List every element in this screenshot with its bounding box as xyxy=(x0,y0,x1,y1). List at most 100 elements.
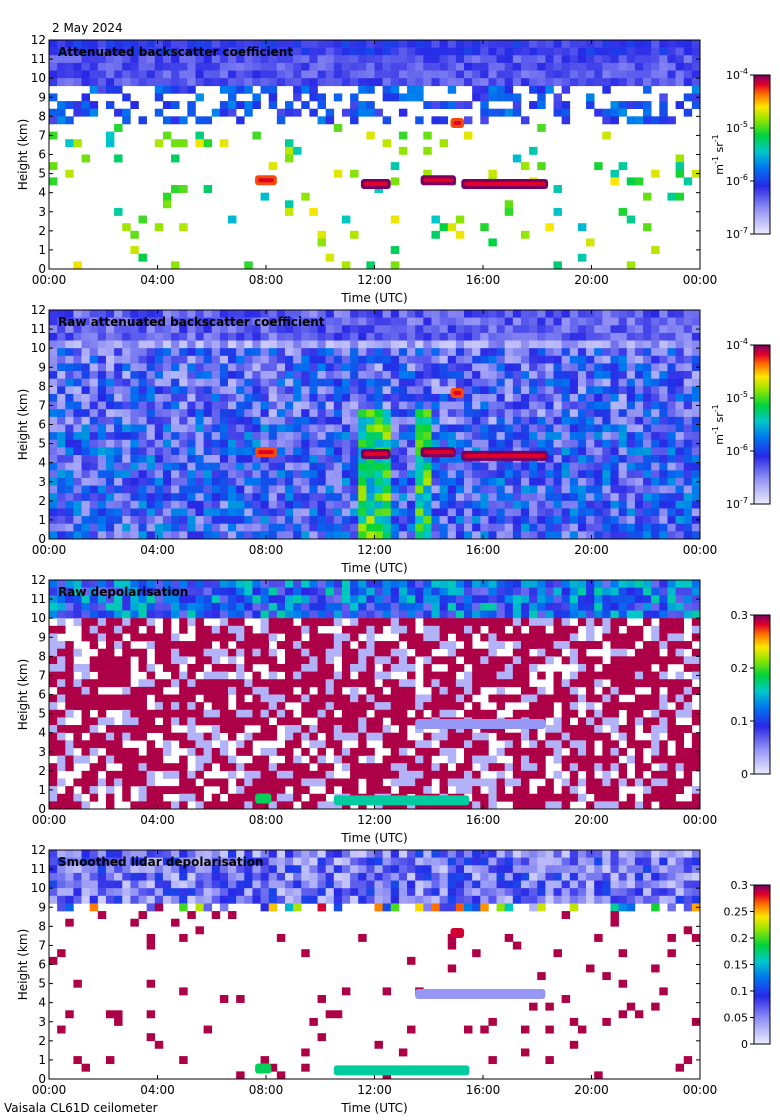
plot-date: 2 May 2024 xyxy=(52,21,123,35)
x-tick-label: 16:00 xyxy=(466,543,501,557)
y-tick-label: 0 xyxy=(38,532,46,546)
y-tick-label: 0 xyxy=(38,802,46,816)
y-tick-label: 6 xyxy=(38,688,46,702)
feature-depol-2 xyxy=(333,795,470,806)
y-tick-label: 10 xyxy=(31,611,46,625)
colorbar-tick-label: 10-7 xyxy=(726,226,748,241)
feature-core-2 xyxy=(363,452,388,456)
colorbar xyxy=(753,74,771,235)
y-tick-label: 4 xyxy=(38,996,46,1010)
x-tick-label: 20:00 xyxy=(574,543,609,557)
panel-2: Raw attenuated backscatter coefficient 0 1… xyxy=(16,303,771,575)
y-tick-label: 12 xyxy=(31,33,46,47)
x-tick-label: 08:00 xyxy=(249,1083,284,1097)
colorbar-tick-label: 0.2 xyxy=(731,662,749,675)
colorbar-tick-label: 0.3 xyxy=(731,609,749,622)
x-tick-label: 16:00 xyxy=(466,813,501,827)
y-tick-label: 11 xyxy=(31,592,46,606)
y-tick-label: 3 xyxy=(38,205,46,219)
feature-core-5 xyxy=(453,121,462,125)
x-tick-label: 00:00 xyxy=(683,813,718,827)
y-tick-label: 2 xyxy=(38,1034,46,1048)
feature-core-3 xyxy=(423,450,453,455)
x-tick-label: 20:00 xyxy=(574,1083,609,1097)
y-tick-label: 8 xyxy=(38,649,46,663)
x-tick-label: 16:00 xyxy=(466,1083,501,1097)
x-tick-label: 00:00 xyxy=(32,1083,67,1097)
colorbar xyxy=(753,884,771,1045)
feature-depol-2 xyxy=(333,1065,470,1076)
y-tick-label: 12 xyxy=(31,303,46,317)
x-tick-label: 00:00 xyxy=(683,1083,718,1097)
y-tick-label: 7 xyxy=(38,128,46,142)
x-tick-label: 08:00 xyxy=(249,543,284,557)
x-axis-label: Time (UTC) xyxy=(340,831,407,845)
y-tick-label: 7 xyxy=(38,668,46,682)
colorbar-tick-label: 10-5 xyxy=(726,120,748,135)
x-tick-label: 00:00 xyxy=(32,813,67,827)
colorbar-tick-label: 0.15 xyxy=(724,959,749,972)
colorbar-tick-label: 10-4 xyxy=(726,67,748,82)
x-tick-label: 12:00 xyxy=(357,273,392,287)
feature-core-4 xyxy=(464,182,546,186)
feature-core-5 xyxy=(453,391,462,395)
y-tick-label: 1 xyxy=(38,513,46,527)
y-tick-label: 4 xyxy=(38,186,46,200)
x-axis-label: Time (UTC) xyxy=(340,561,407,575)
y-tick-label: 9 xyxy=(38,360,46,374)
y-tick-label: 0 xyxy=(38,262,46,276)
y-tick-label: 6 xyxy=(38,418,46,432)
y-axis-label: Height (km) xyxy=(16,389,30,460)
y-tick-label: 0 xyxy=(38,1072,46,1086)
y-axis-label: Height (km) xyxy=(16,119,30,190)
colorbar-tick-label: 0.05 xyxy=(724,1012,749,1025)
y-tick-label: 12 xyxy=(31,843,46,857)
feature-depol-3 xyxy=(415,719,546,729)
chart-title: Attenuated backscatter coefficient xyxy=(58,45,293,59)
feature-depol-1 xyxy=(255,793,272,804)
colorbar-unit: m-1 sr-1 xyxy=(711,404,726,444)
x-tick-label: 08:00 xyxy=(249,273,284,287)
y-tick-label: 6 xyxy=(38,148,46,162)
colorbar xyxy=(753,344,771,505)
colorbar-tick-label: 0 xyxy=(741,768,748,781)
x-tick-label: 00:00 xyxy=(683,543,718,557)
y-tick-label: 4 xyxy=(38,456,46,470)
y-tick-label: 11 xyxy=(31,52,46,66)
colorbar-tick-label: 0.2 xyxy=(731,932,749,945)
x-axis-label: Time (UTC) xyxy=(340,1101,407,1115)
y-tick-label: 7 xyxy=(38,398,46,412)
heatmap-cells xyxy=(49,580,701,810)
panel-1: Attenuated backscatter coefficient012345… xyxy=(16,33,771,305)
y-tick-label: 11 xyxy=(31,322,46,336)
y-tick-label: 3 xyxy=(38,745,46,759)
y-tick-label: 1 xyxy=(38,783,46,797)
x-tick-label: 00:00 xyxy=(32,543,67,557)
colorbar-tick-label: 10-5 xyxy=(726,390,748,405)
heatmap-cells xyxy=(49,850,701,1080)
x-axis-label: Time (UTC) xyxy=(340,291,407,305)
x-tick-label: 16:00 xyxy=(466,273,501,287)
y-tick-label: 10 xyxy=(31,71,46,85)
colorbar xyxy=(753,614,771,775)
x-tick-label: 08:00 xyxy=(249,813,284,827)
y-tick-label: 5 xyxy=(38,437,46,451)
colorbar-unit: m-1 sr-1 xyxy=(711,134,726,174)
y-tick-label: 8 xyxy=(38,919,46,933)
heatmap-cells xyxy=(49,310,701,540)
x-tick-label: 00:00 xyxy=(683,273,718,287)
y-tick-label: 3 xyxy=(38,1015,46,1029)
x-tick-label: 12:00 xyxy=(357,543,392,557)
y-tick-label: 10 xyxy=(31,341,46,355)
y-tick-label: 11 xyxy=(31,862,46,876)
feature-core-1 xyxy=(258,178,274,183)
y-tick-label: 6 xyxy=(38,958,46,972)
x-tick-label: 04:00 xyxy=(140,813,175,827)
y-tick-label: 9 xyxy=(38,900,46,914)
x-tick-label: 20:00 xyxy=(574,273,609,287)
feature-depol-3 xyxy=(415,989,546,999)
y-tick-label: 8 xyxy=(38,379,46,393)
y-tick-label: 2 xyxy=(38,494,46,508)
